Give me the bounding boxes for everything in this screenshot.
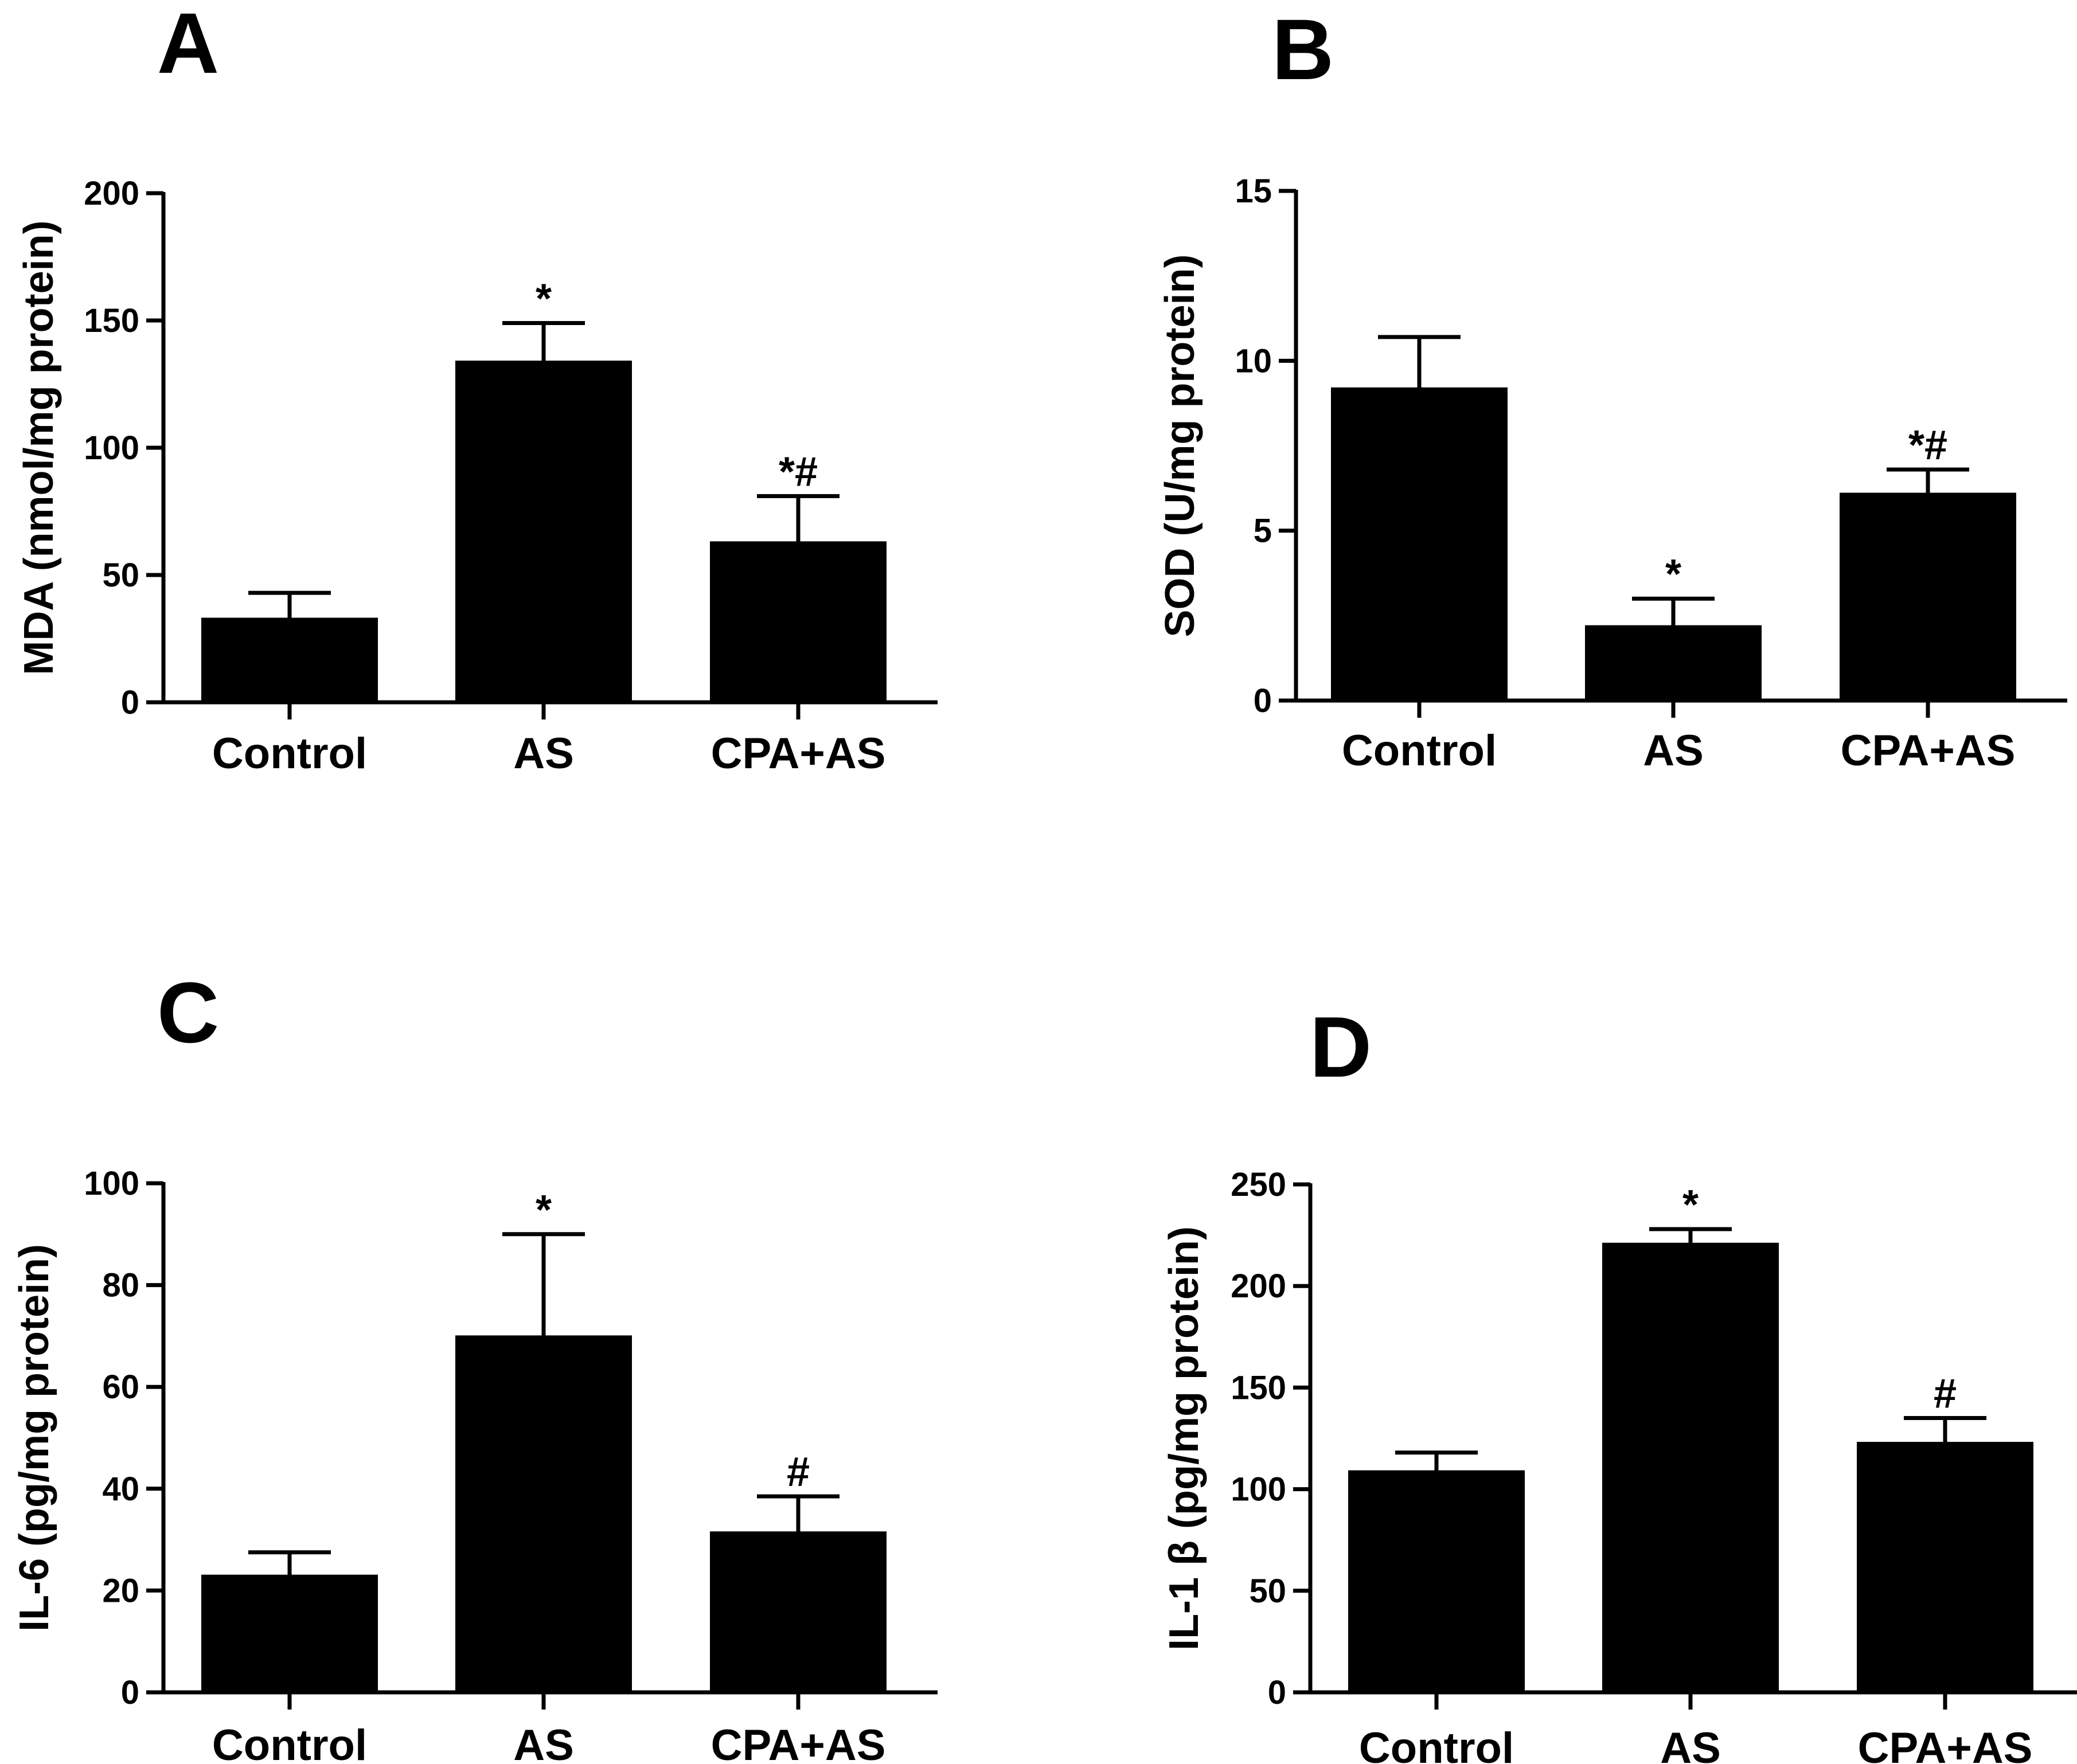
y-tick-label: 100 — [84, 1165, 139, 1202]
significance-annotation: * — [536, 276, 552, 322]
category-label: AS — [513, 729, 574, 778]
y-tick-label: 50 — [1249, 1573, 1286, 1610]
category-label: AS — [513, 1721, 574, 1764]
panel-label: B — [1272, 1, 1334, 97]
significance-annotation: * — [1665, 552, 1681, 597]
y-tick-label: 150 — [84, 302, 139, 339]
y-tick-label: 150 — [1231, 1369, 1286, 1406]
category-label: Control — [212, 729, 367, 778]
y-tick-label: 50 — [102, 557, 139, 594]
y-tick-label: 0 — [121, 1674, 139, 1711]
significance-annotation: # — [1934, 1371, 1957, 1417]
y-axis-title: IL-6 (pg/mg protein) — [11, 1244, 57, 1632]
panel-a-mda-chart: A 0 50 100 150 200 MDA (nmol/mg protein) Contro… — [16, 0, 938, 778]
y-tick-label: 15 — [1235, 173, 1272, 210]
category-label: Control — [1359, 1724, 1514, 1764]
bar — [710, 541, 887, 703]
panel-label: C — [157, 964, 219, 1061]
bar — [455, 361, 632, 703]
y-tick-label: 5 — [1254, 513, 1272, 550]
y-tick-label: 40 — [102, 1470, 139, 1508]
y-tick-label: 200 — [84, 175, 139, 212]
category-label: AS — [1643, 726, 1704, 775]
bar — [455, 1335, 632, 1693]
bar — [1602, 1242, 1779, 1693]
bar — [1585, 625, 1762, 701]
y-tick-label: 20 — [102, 1572, 139, 1609]
significance-annotation: # — [787, 1449, 810, 1495]
category-label: Control — [1342, 726, 1497, 775]
category-label: AS — [1660, 1724, 1721, 1764]
bar — [710, 1531, 887, 1693]
significance-annotation: * — [536, 1187, 552, 1233]
y-tick-label: 200 — [1231, 1268, 1286, 1305]
y-tick-label: 60 — [102, 1368, 139, 1406]
y-tick-label: 100 — [1231, 1471, 1286, 1508]
bar — [201, 1574, 378, 1693]
bar — [1857, 1442, 2033, 1693]
significance-annotation: *# — [779, 449, 818, 495]
y-axis-title: IL-1 β (pg/mg protein) — [1161, 1226, 1207, 1650]
panel-c-il6-chart: C 0 20 40 60 80 100 IL-6 (pg/mg protein) Control… — [11, 964, 938, 1764]
bar — [1840, 492, 2016, 701]
bar — [1348, 1470, 1525, 1693]
category-label: CPA+AS — [1841, 726, 2016, 775]
y-axis-title: SOD (U/mg protein) — [1157, 255, 1203, 637]
y-tick-label: 80 — [102, 1267, 139, 1304]
bar — [1331, 387, 1508, 701]
significance-annotation: *# — [1908, 423, 1947, 468]
category-label: CPA+AS — [1858, 1724, 2033, 1764]
y-tick-label: 0 — [1254, 682, 1272, 719]
panel-d-il1b-chart: D 0 50 100 150 200 250 IL-1 β (pg/mg protein) Co… — [1161, 999, 2077, 1764]
significance-annotation: * — [1682, 1182, 1699, 1228]
y-axis-title: MDA (nmol/mg protein) — [16, 220, 62, 675]
category-label: CPA+AS — [711, 729, 886, 778]
y-tick-label: 0 — [121, 684, 139, 721]
y-tick-label: 100 — [84, 429, 139, 467]
y-tick-label: 250 — [1231, 1166, 1286, 1203]
category-label: Control — [212, 1721, 367, 1764]
bar — [201, 617, 378, 703]
category-label: CPA+AS — [711, 1721, 886, 1764]
panel-label: A — [157, 0, 219, 91]
panel-label: D — [1310, 999, 1372, 1095]
y-tick-label: 0 — [1268, 1674, 1286, 1711]
y-tick-label: 10 — [1235, 342, 1272, 380]
panel-b-sod-chart: B 0 5 10 15 SOD (U/mg protein) Control * AS *# CPA… — [1157, 1, 2067, 775]
